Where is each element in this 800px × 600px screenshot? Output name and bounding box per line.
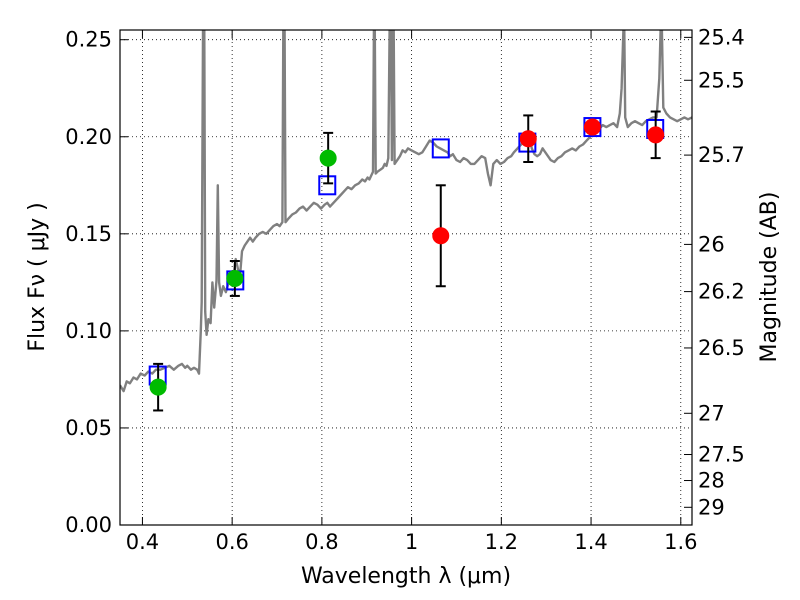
x-tick-label: 0.4 [126,530,159,554]
y-tick-label: 0.20 [65,125,112,149]
y-axis-label: Flux Fν ( μJy ) [25,202,50,351]
infrared-data-point [432,227,450,245]
y-tick-label: 0.15 [65,222,112,246]
model-box [431,138,450,159]
x-tick-label: 0.8 [305,530,338,554]
plot-frame [119,29,693,526]
x-tick-label: 1 [405,530,418,554]
optical-data-point [319,149,337,167]
axis-ticks: 0.4 0.6 0.8 1 1.2 1.4 1.6 0.00 0.05 0.10 0.15 0.20 0… [65,25,745,554]
y-tick-label: 0.10 [65,319,112,343]
optical-data-point [226,269,244,287]
infrared-data-point [647,126,665,144]
magnitude-tick-label: 27 [698,401,725,425]
x-tick-label: 1.2 [485,530,518,554]
magnitude-tick-label: 26 [698,232,725,256]
magnitude-tick-label: 26.5 [698,336,745,360]
y-tick-label: 0.00 [65,513,112,537]
x-axis-label: Wavelength λ (μm) [301,564,511,589]
spectrum-line [120,30,692,393]
magnitude-tick-label: 25.7 [698,143,745,167]
y-tick-label: 0.05 [65,416,112,440]
plot-data [120,30,692,412]
infrared-data-point [583,118,601,136]
x-tick-label: 1.6 [664,530,697,554]
infrared-data-point [519,130,537,148]
magnitude-tick-label: 26.2 [698,280,745,304]
magnitude-tick-label: 25.5 [698,68,745,92]
magnitude-tick-label: 28 [698,469,725,493]
x-tick-label: 0.6 [215,530,248,554]
magnitude-tick-label: 25.4 [698,25,745,49]
magnitude-tick-label: 27.5 [698,443,745,467]
magnitude-tick-label: 29 [698,495,725,519]
magnitude-axis-label: Magnitude (AB) [757,192,782,363]
y-tick-label: 0.25 [65,28,112,52]
x-tick-label: 1.4 [574,530,607,554]
optical-data-point [149,378,167,396]
